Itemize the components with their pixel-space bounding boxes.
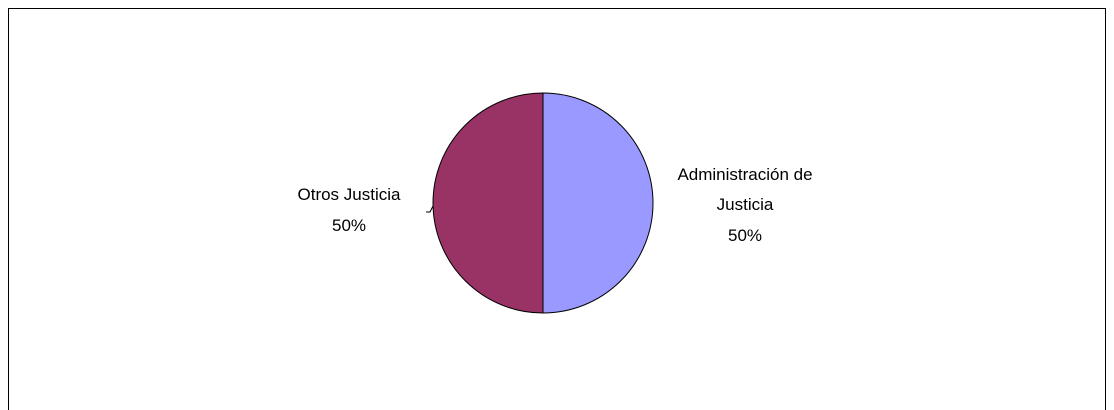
leader-lines [426,205,434,213]
slice-percent-administracion: 50% [728,226,762,245]
leader-line-otros-justicia [426,205,434,213]
pie-slice-1 [432,92,544,314]
slice-percent-otros-justicia: 50% [332,216,366,235]
slice-label-administracion-line2: Justicia [717,195,774,214]
slice-label-administracion-line1: Administración de [677,165,812,184]
slice-label-otros-justicia: Otros Justicia [298,185,402,204]
pie-slice-0 [542,92,654,314]
pie-slices [432,92,654,314]
